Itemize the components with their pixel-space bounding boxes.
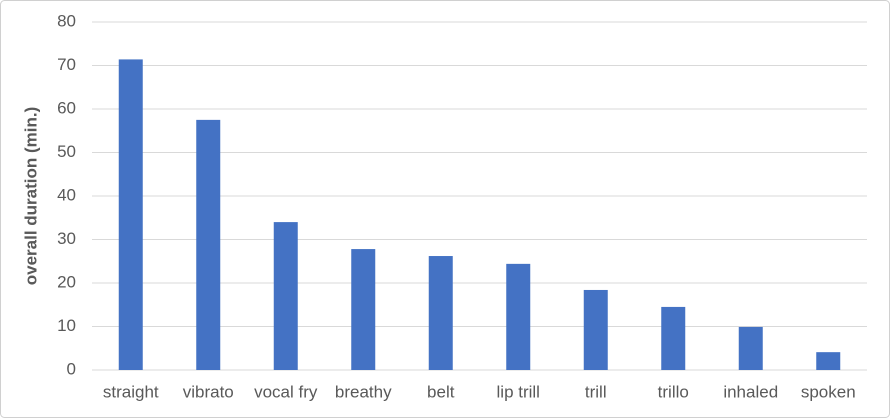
bar <box>661 306 686 370</box>
y-tick-label: 80 <box>57 11 76 30</box>
x-tick-label: trillo <box>658 382 689 401</box>
bar <box>351 249 376 370</box>
y-tick-label: 10 <box>57 316 76 335</box>
y-tick-label: 60 <box>57 98 76 117</box>
bar <box>816 352 841 370</box>
x-tick-label: vibrato <box>183 382 234 401</box>
bar <box>738 326 763 370</box>
x-tick-label: belt <box>427 382 455 401</box>
bar <box>118 59 143 370</box>
bar <box>273 222 298 370</box>
y-tick-label: 0 <box>67 359 76 378</box>
x-tick-label: inhaled <box>723 382 778 401</box>
x-tick-label: lip trill <box>497 382 540 401</box>
x-tick-label: vocal fry <box>254 382 318 401</box>
bar <box>428 256 453 370</box>
y-axis-label: overall duration (min.) <box>21 107 40 286</box>
y-tick-label: 20 <box>57 272 76 291</box>
y-tick-label: 50 <box>57 142 76 161</box>
x-tick-label: spoken <box>801 382 856 401</box>
bar <box>196 119 221 370</box>
bar <box>583 289 608 370</box>
y-tick-label: 70 <box>57 55 76 74</box>
x-tick-label: straight <box>103 382 159 401</box>
y-tick-label: 40 <box>57 185 76 204</box>
bar <box>506 263 531 370</box>
x-tick-label: trill <box>585 382 607 401</box>
x-tick-label: breathy <box>335 382 392 401</box>
y-tick-label: 30 <box>57 229 76 248</box>
